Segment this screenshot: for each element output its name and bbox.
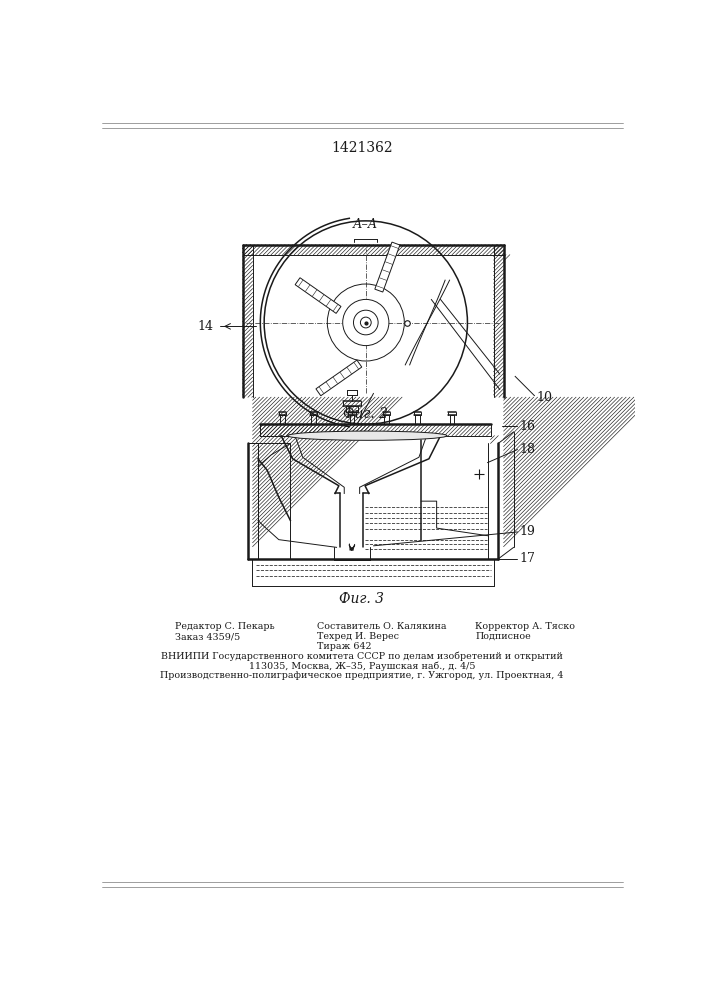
Text: Фиг. 2: Фиг. 2	[344, 407, 388, 421]
Text: Заказ 4359/5: Заказ 4359/5	[175, 632, 240, 641]
Text: Производственно-полиграфическое предприятие, г. Ужгород, ул. Проектная, 4: Производственно-полиграфическое предприя…	[160, 671, 563, 680]
Text: 1421362: 1421362	[331, 141, 393, 155]
Text: Составитель О. Калякина: Составитель О. Калякина	[317, 622, 447, 631]
Text: ВНИИПИ Государственного комитета СССР по делам изобретений и открытий: ВНИИПИ Государственного комитета СССР по…	[161, 651, 563, 661]
Text: Тираж 642: Тираж 642	[317, 642, 372, 651]
Circle shape	[361, 317, 371, 328]
Circle shape	[343, 299, 389, 346]
Text: Редактор С. Пекарь: Редактор С. Пекарь	[175, 622, 274, 631]
Text: 14: 14	[197, 320, 214, 333]
Text: 18: 18	[520, 443, 536, 456]
Text: 17: 17	[520, 552, 536, 565]
Text: 19: 19	[520, 525, 536, 538]
Polygon shape	[316, 360, 362, 396]
Text: 16: 16	[520, 420, 536, 433]
Text: 10: 10	[536, 391, 552, 404]
Ellipse shape	[288, 431, 447, 440]
Text: Техред И. Верес: Техред И. Верес	[317, 632, 399, 641]
Polygon shape	[375, 242, 400, 292]
Circle shape	[354, 310, 378, 335]
Text: А–А: А–А	[354, 218, 378, 231]
Text: Фиг. 3: Фиг. 3	[339, 592, 385, 606]
Text: Корректор А. Тяско: Корректор А. Тяско	[475, 622, 575, 631]
Text: Подписное: Подписное	[475, 632, 531, 641]
Polygon shape	[295, 278, 341, 313]
Text: 113035, Москва, Ж–35, Раушская наб., д. 4/5: 113035, Москва, Ж–35, Раушская наб., д. …	[249, 661, 475, 671]
